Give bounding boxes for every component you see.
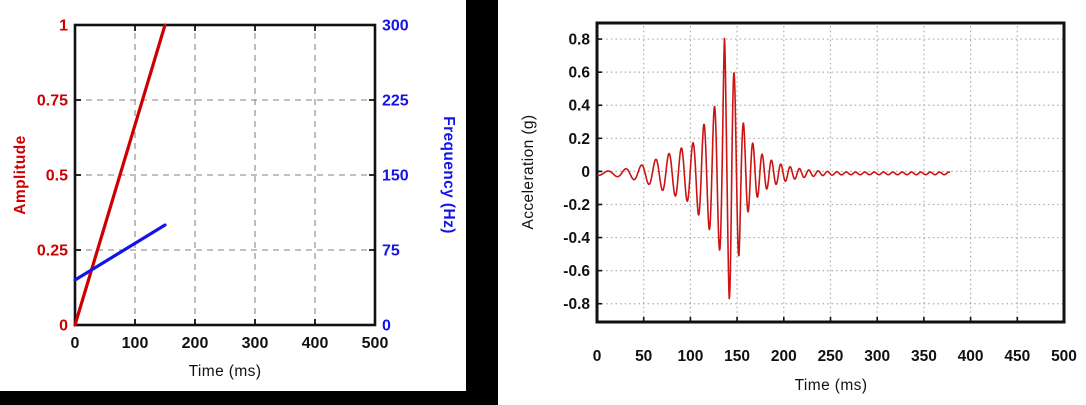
sweep-spec-figure: 0 0.25 0.5 0.75 1 0 75 150 225 300 0 100 200 300 400 50… xyxy=(0,0,466,391)
acceleration-tick-label: 0.4 xyxy=(568,98,590,115)
acceleration-tick-label: 0 xyxy=(581,164,590,181)
time-tick-label: 300 xyxy=(242,335,269,352)
acceleration-figure: 0.8 0.6 0.4 0.2 0 -0.2 -0.4 -0.6 -0.8 0 50 100 150 20… xyxy=(498,0,1086,405)
acceleration-tick-label: 0.8 xyxy=(568,32,590,49)
frequency-axis-title: Frequency (Hz) xyxy=(440,116,457,234)
frequency-ramp-line xyxy=(73,223,167,282)
black-divider-bar xyxy=(466,0,498,405)
amplitude-tick-label: 0.5 xyxy=(46,168,68,185)
time-tick-label: 50 xyxy=(635,348,652,365)
acceleration-tick-label: -0.2 xyxy=(563,197,590,214)
plot-border xyxy=(595,21,1066,324)
time-tick-label: 0 xyxy=(71,335,80,352)
right-time-axis-title: Time (ms) xyxy=(794,377,868,394)
frequency-tick-label: 150 xyxy=(382,168,409,185)
frequency-tick-label: 0 xyxy=(382,318,391,335)
time-tick-label: 400 xyxy=(958,348,984,365)
acceleration-plot: 0.8 0.6 0.4 0.2 0 -0.2 -0.4 -0.6 -0.8 0 50 100 150 20… xyxy=(563,21,1077,365)
time-tick-label: 100 xyxy=(122,335,149,352)
time-tick-label: 300 xyxy=(864,348,890,365)
time-tick-label: 450 xyxy=(1004,348,1030,365)
acceleration-trace xyxy=(596,37,951,300)
acceleration-tick-label: 0.2 xyxy=(568,131,590,148)
amplitude-tick-label: 0 xyxy=(59,318,68,335)
time-tick-label: 500 xyxy=(362,335,389,352)
acceleration-tick-label: -0.4 xyxy=(563,230,590,247)
time-tick-label: 0 xyxy=(593,348,602,365)
black-bottom-bar xyxy=(0,391,466,405)
acceleration-tick-label: 0.6 xyxy=(568,65,590,82)
amplitude-tick-label: 1 xyxy=(59,18,68,35)
frequency-tick-label: 300 xyxy=(382,18,409,35)
amplitude-tick-label: 0.75 xyxy=(37,93,68,110)
acceleration-tick-label: -0.6 xyxy=(563,263,590,280)
plot-border xyxy=(73,23,377,327)
amplitude-tick-label: 0.25 xyxy=(37,243,68,260)
time-tick-label: 200 xyxy=(182,335,209,352)
amplitude-ramp-line xyxy=(73,23,167,327)
time-tick-label: 150 xyxy=(724,348,750,365)
time-tick-label: 350 xyxy=(911,348,937,365)
amplitude-axis-title: Amplitude xyxy=(12,135,29,215)
frequency-tick-label: 225 xyxy=(382,93,409,110)
time-tick-label: 250 xyxy=(818,348,844,365)
sweep-spec-plot: 0 0.25 0.5 0.75 1 0 75 150 225 300 0 100 200 300 400 50… xyxy=(37,18,409,353)
frequency-tick-label: 75 xyxy=(382,243,400,260)
left-time-axis-title: Time (ms) xyxy=(188,363,262,380)
time-tick-label: 400 xyxy=(302,335,329,352)
time-tick-label: 200 xyxy=(771,348,797,365)
acceleration-axis-title: Acceleration (g) xyxy=(520,114,537,230)
acceleration-tick-label: -0.8 xyxy=(563,296,590,313)
time-tick-label: 500 xyxy=(1051,348,1077,365)
time-tick-label: 100 xyxy=(677,348,703,365)
